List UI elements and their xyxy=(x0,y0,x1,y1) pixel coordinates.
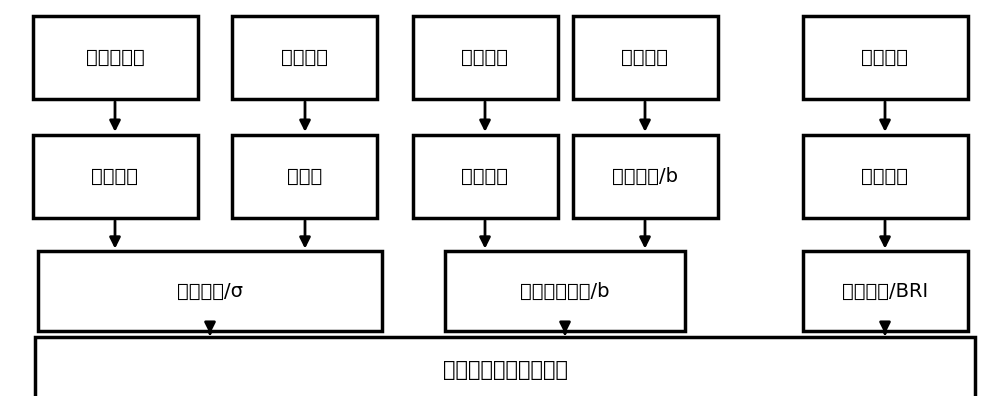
FancyBboxPatch shape xyxy=(413,16,558,99)
Text: 脆性指数/BRI: 脆性指数/BRI xyxy=(842,282,928,301)
FancyBboxPatch shape xyxy=(232,135,377,218)
Text: 孔隙结构系数/b: 孔隙结构系数/b xyxy=(520,282,610,301)
FancyBboxPatch shape xyxy=(232,16,377,99)
Text: 偶极声波: 偶极声波 xyxy=(282,48,328,67)
FancyBboxPatch shape xyxy=(445,251,685,331)
Text: 流动性能/b: 流动性能/b xyxy=(612,167,678,186)
Text: 有效应力/σ: 有效应力/σ xyxy=(177,282,243,301)
FancyBboxPatch shape xyxy=(572,16,718,99)
FancyBboxPatch shape xyxy=(802,135,968,218)
Text: 孔隙压力: 孔隙压力 xyxy=(92,167,138,186)
Text: 声波、密度: 声波、密度 xyxy=(86,48,144,67)
FancyBboxPatch shape xyxy=(572,135,718,218)
Text: 元素测井: 元素测井 xyxy=(862,48,908,67)
FancyBboxPatch shape xyxy=(38,251,382,331)
FancyBboxPatch shape xyxy=(35,337,975,396)
FancyBboxPatch shape xyxy=(802,16,968,99)
FancyBboxPatch shape xyxy=(32,16,198,99)
Text: 成像测井: 成像测井 xyxy=(462,48,509,67)
Text: 泊松比: 泊松比 xyxy=(287,167,323,186)
FancyBboxPatch shape xyxy=(413,135,558,218)
Text: 矿物含量: 矿物含量 xyxy=(862,167,908,186)
FancyBboxPatch shape xyxy=(802,251,968,331)
FancyBboxPatch shape xyxy=(32,135,198,218)
Text: 裂缝识别: 裂缝识别 xyxy=(462,167,509,186)
Text: 物性参数: 物性参数 xyxy=(622,48,668,67)
Text: 页岩地层工程甜点评价: 页岩地层工程甜点评价 xyxy=(442,360,568,380)
